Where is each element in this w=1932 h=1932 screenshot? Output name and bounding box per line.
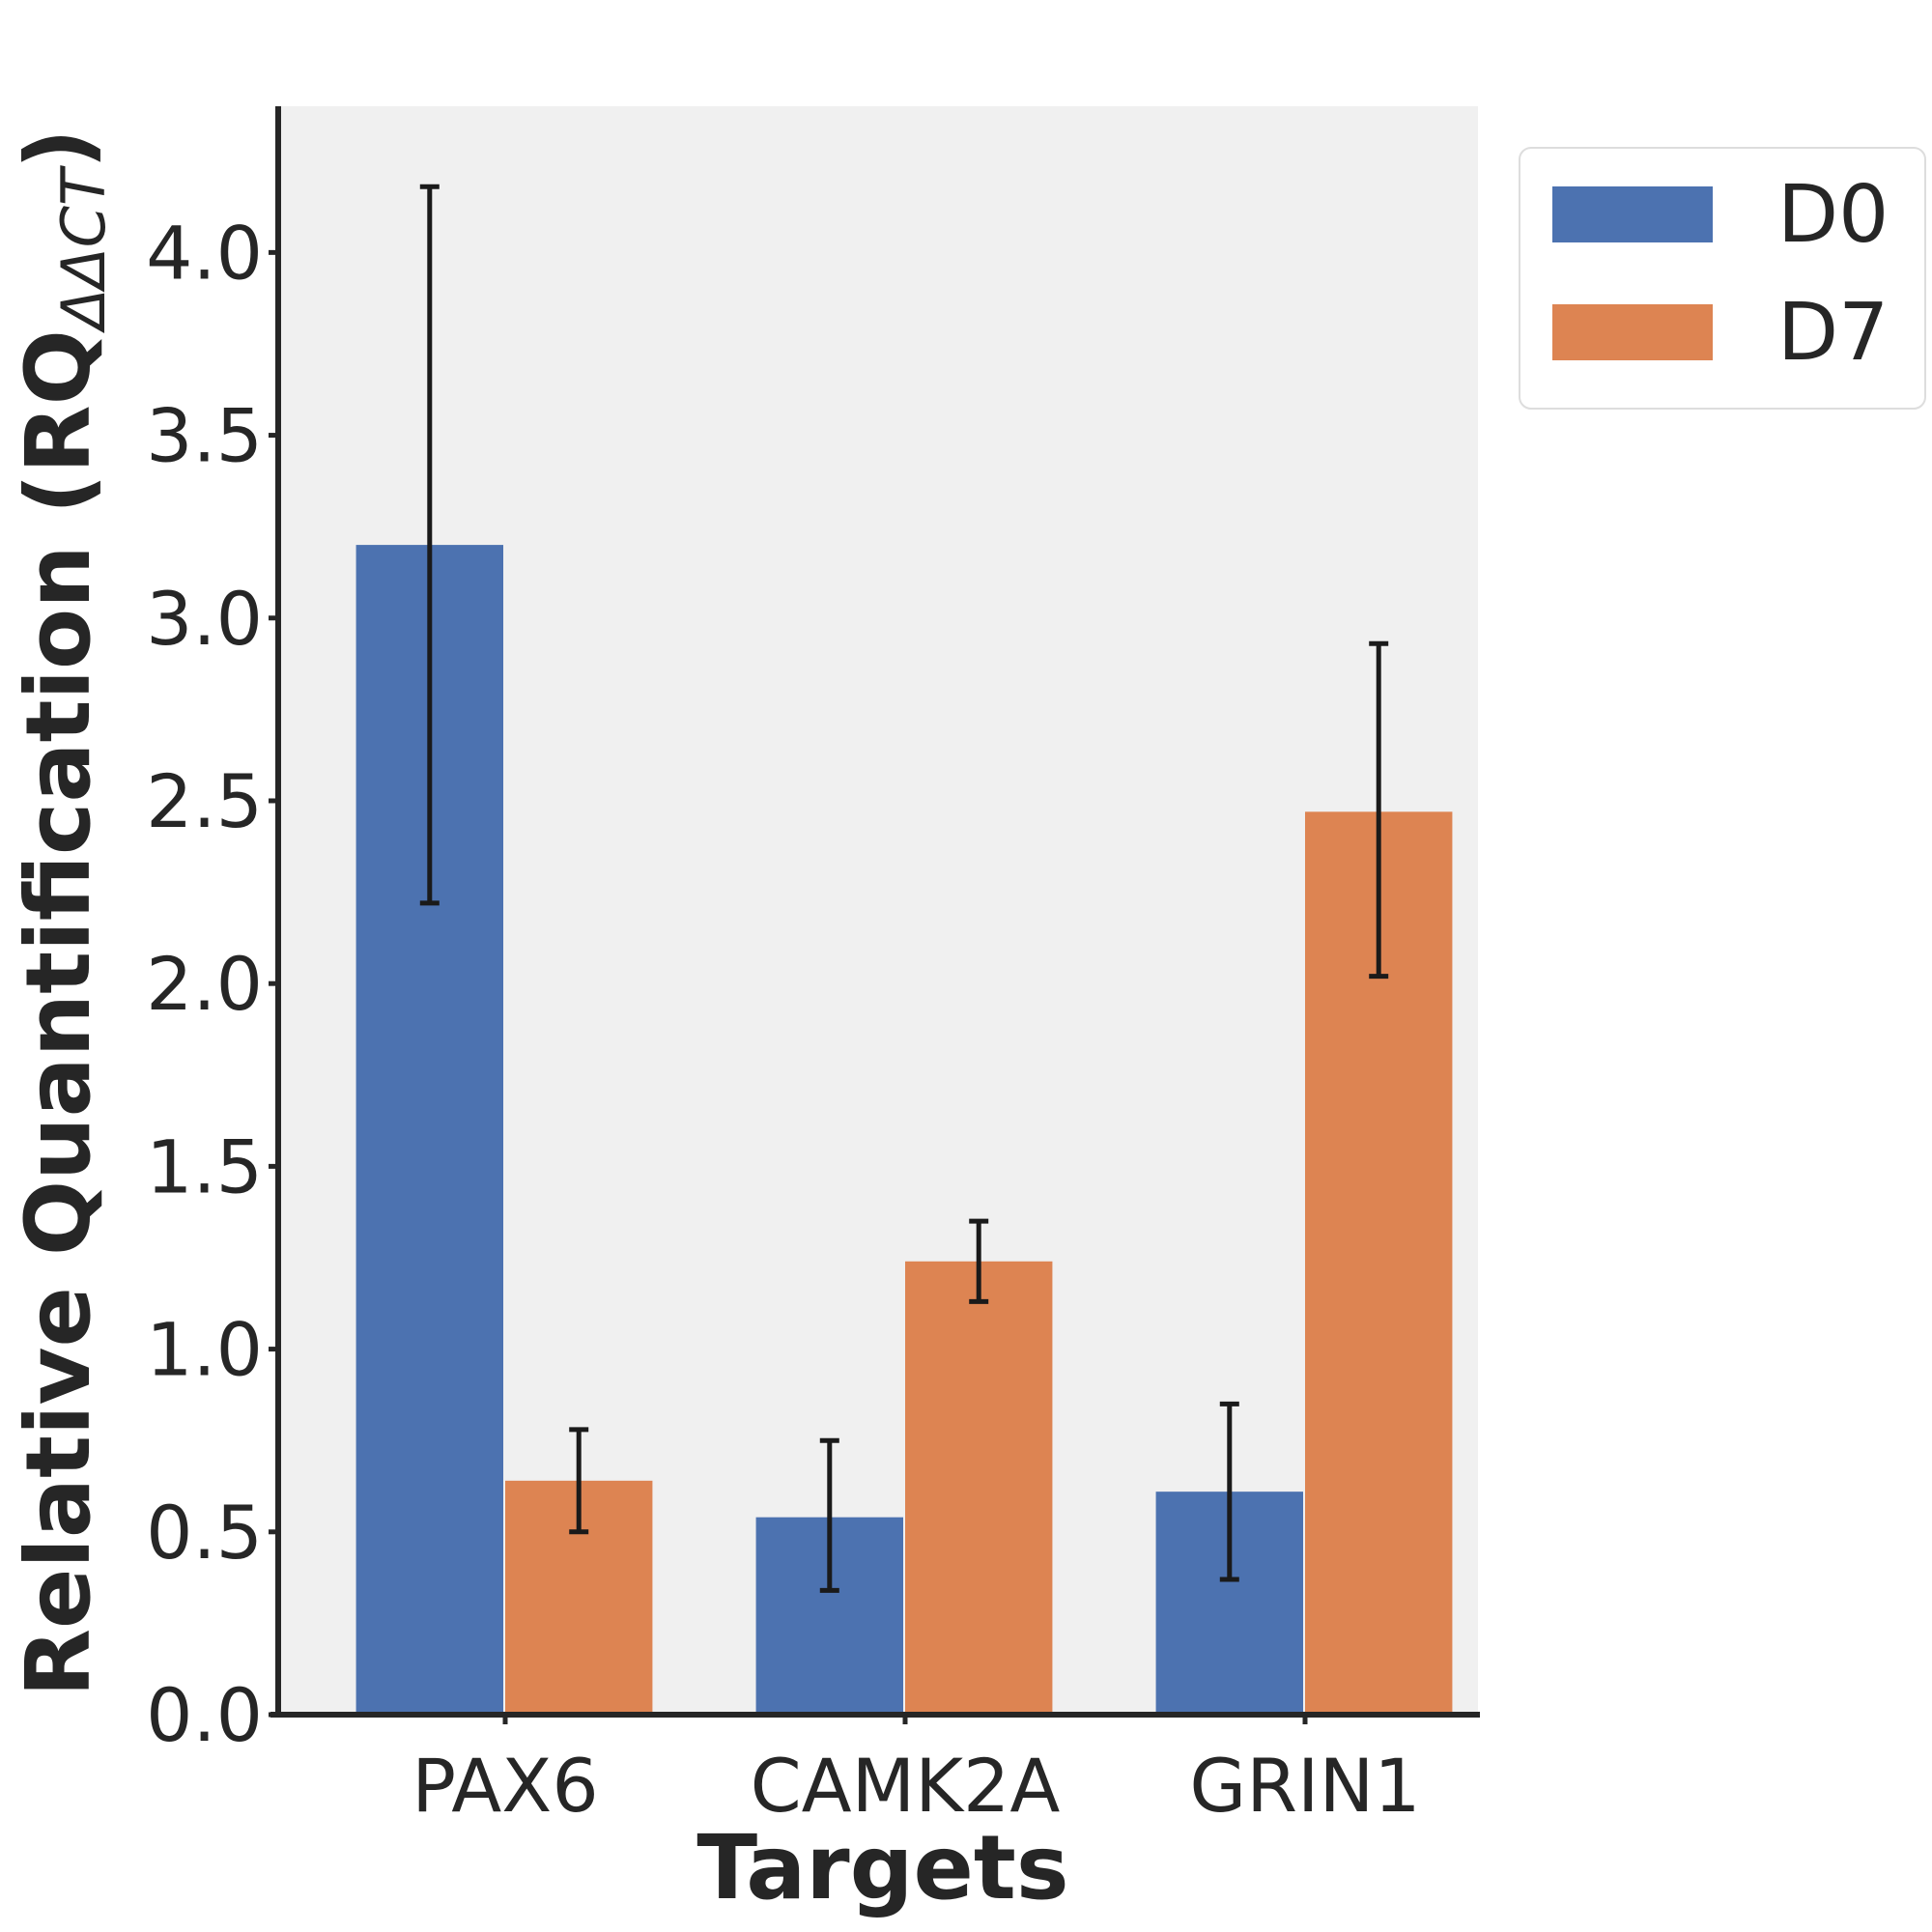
error-bar-d7-pax6 (569, 1427, 589, 1535)
bars-layer (355, 545, 1453, 1716)
error-bar-d0-camk2a (819, 1437, 839, 1593)
x-tick-label-camk2a: CAMK2A (751, 1743, 1061, 1829)
error-bar-d0-grin1 (1219, 1401, 1239, 1582)
y-axis-title-subscript: ΔΔCT (48, 165, 119, 333)
error-bars-layer (419, 184, 1389, 1593)
y-tick-label: 2.5 (146, 758, 263, 844)
x-tick-label-pax6: PAX6 (412, 1743, 598, 1829)
x-axis: PAX6 CAMK2A GRIN1 (270, 1712, 1480, 1829)
x-tick-label-grin1: GRIN1 (1189, 1743, 1420, 1829)
legend-label-d7: D7 (1777, 287, 1889, 379)
y-tick-label: 0.5 (146, 1490, 263, 1576)
y-axis-title-main: Relative Quantification (RQ (7, 329, 110, 1697)
legend-swatch-d7 (1552, 304, 1713, 360)
y-axis: 0.0 0.5 1.0 1.5 2.0 2.5 3.0 3.5 4.0 (146, 106, 281, 1758)
y-tick-label: 3.5 (146, 393, 263, 479)
y-axis-title-close: ) (7, 128, 110, 169)
y-tick-label: 0.0 (146, 1672, 263, 1758)
y-axis-title: Relative Quantification (RQΔΔCT) (7, 128, 119, 1697)
bar-d7-camk2a (905, 1261, 1053, 1715)
x-axis-title: Targets (696, 1816, 1068, 1919)
y-tick-label: 3.0 (146, 576, 263, 662)
y-tick-label: 1.5 (146, 1123, 263, 1209)
legend-label-d0: D0 (1777, 169, 1889, 261)
y-tick-label: 2.0 (146, 941, 263, 1027)
error-bar-d7-camk2a (969, 1218, 989, 1304)
error-bar-d0-pax6 (419, 184, 440, 906)
legend-swatch-d0 (1552, 186, 1713, 242)
y-tick-label: 4.0 (146, 210, 263, 296)
error-bar-d7-grin1 (1369, 640, 1389, 980)
y-tick-label: 1.0 (146, 1307, 263, 1393)
